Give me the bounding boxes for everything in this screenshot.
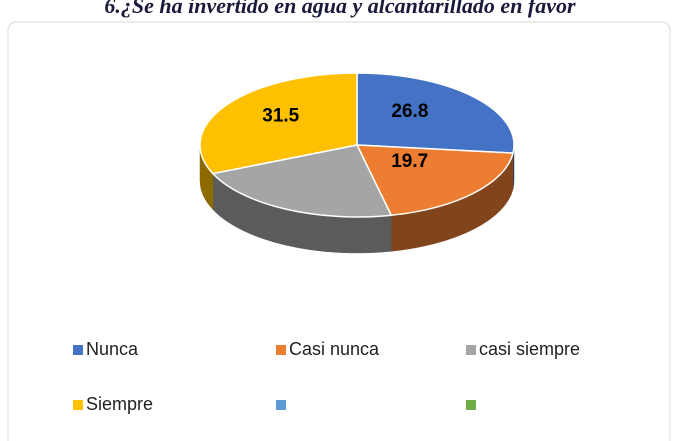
legend-swatch [73,345,83,355]
data-label: 31.5 [262,105,299,126]
legend-label: casi siempre [479,339,580,359]
legend-label: Casi nunca [289,339,380,359]
data-label: 19.7 [391,151,428,172]
legend-label: Siempre [86,394,153,414]
legend-label: Nunca [86,339,139,359]
slice [199,72,358,175]
legend-swatch [73,400,83,410]
legend-swatch [276,400,286,410]
slice [211,144,393,218]
slice [355,144,514,217]
legend-swatch [276,345,286,355]
data-label: 26.8 [391,101,428,122]
chart-title: 6.¿Se ha invertido en agua y alcantarill… [104,0,576,18]
slice [356,72,515,154]
legend-swatch [466,400,476,410]
legend-swatch [466,345,476,355]
